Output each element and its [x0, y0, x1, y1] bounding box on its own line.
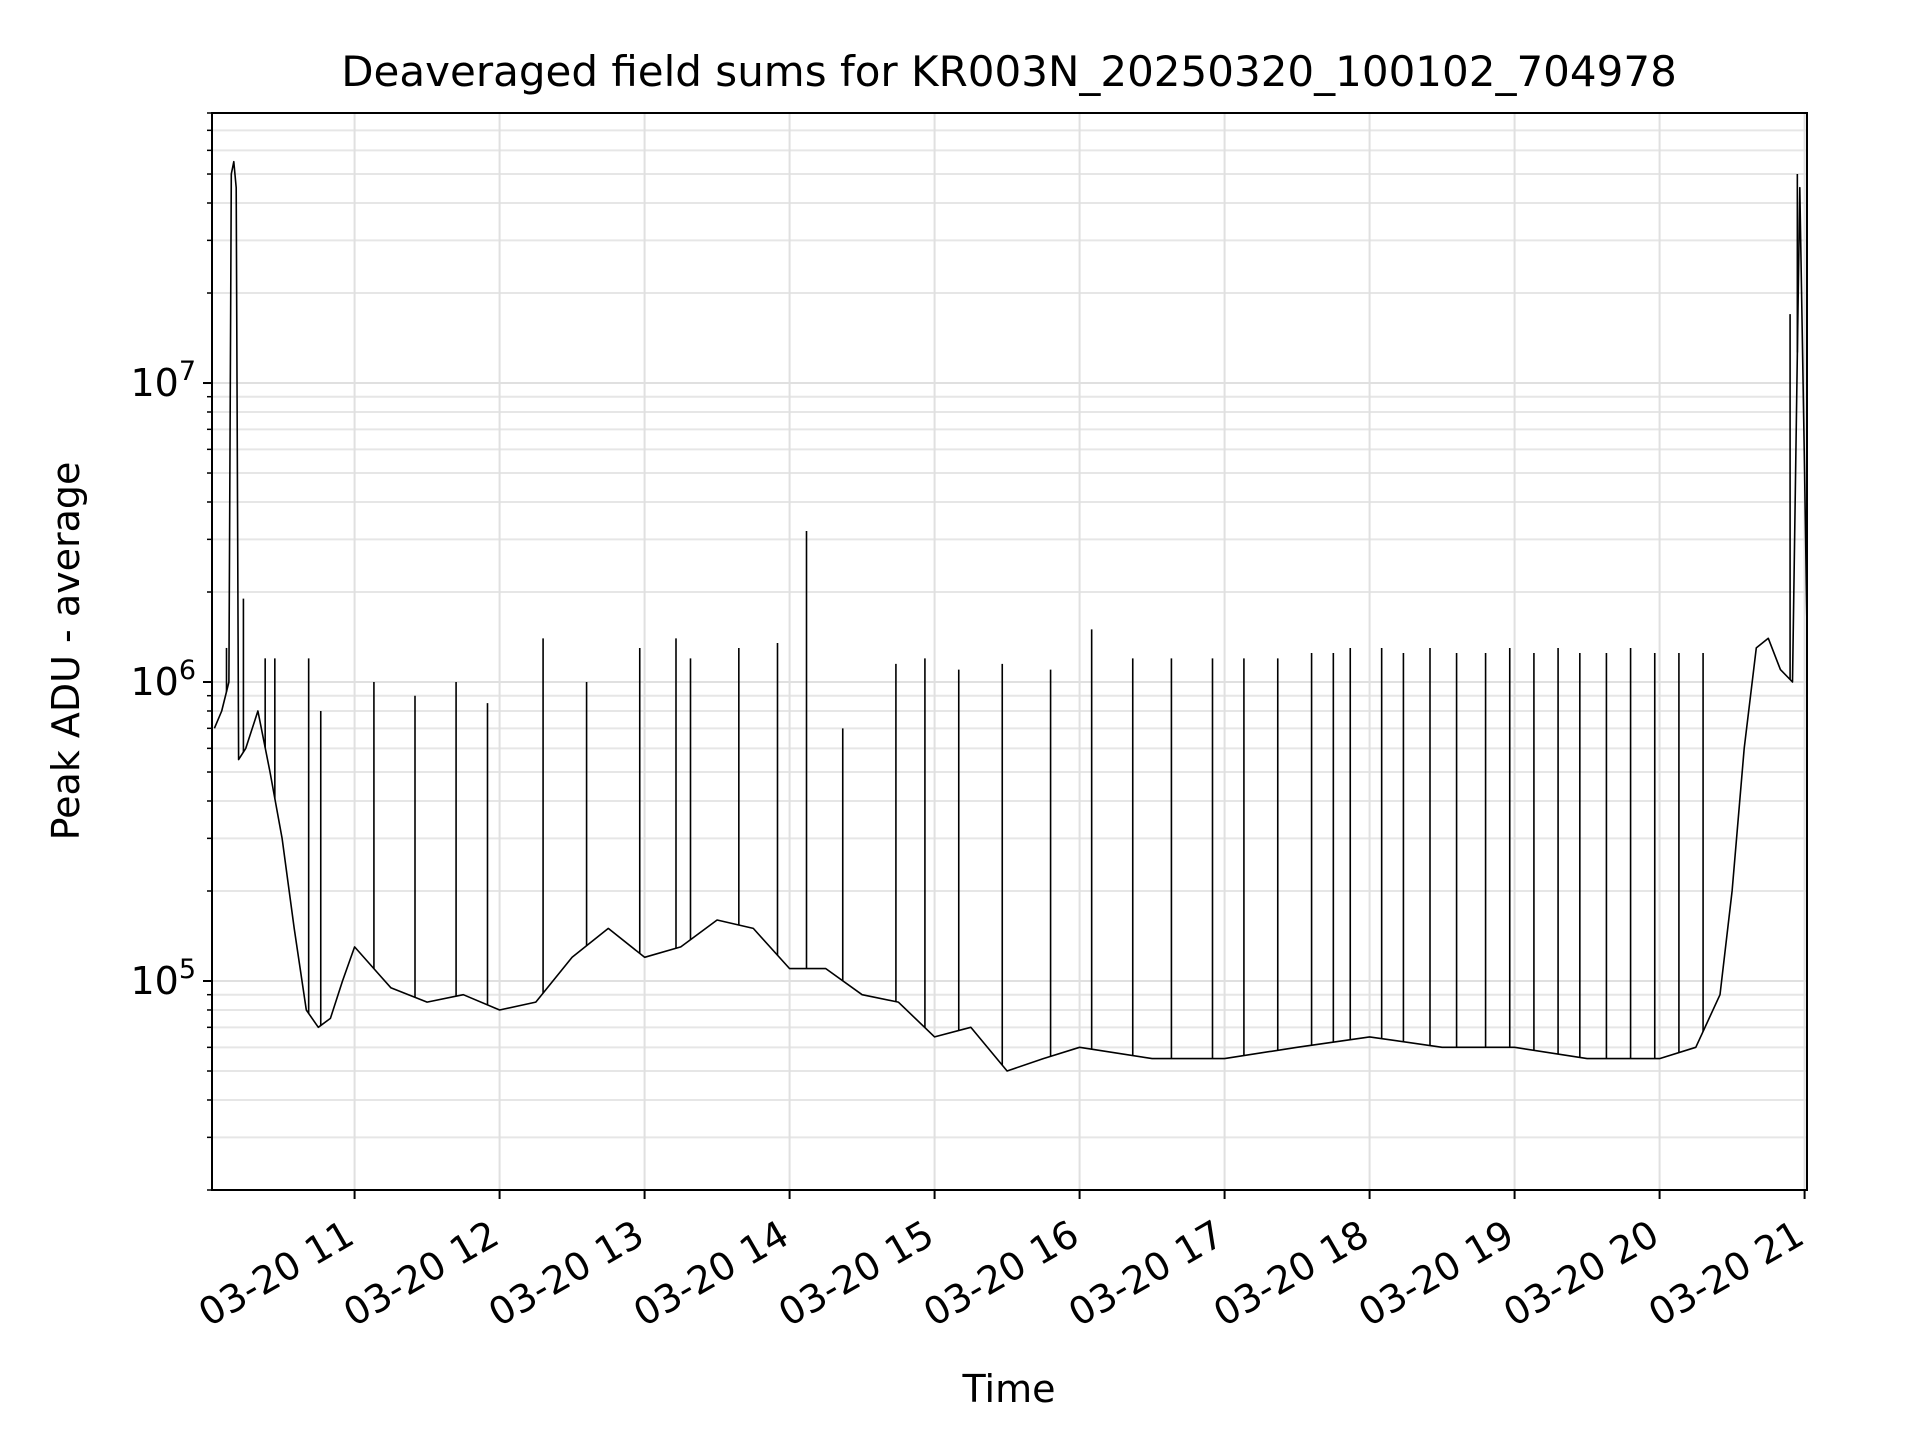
y-tick-label: 105: [130, 954, 196, 1003]
chart-title: Deaveraged field sums for KR003N_2025032…: [341, 47, 1677, 96]
y-tick-label: 107: [130, 356, 196, 405]
x-axis-label: Time: [962, 1367, 1056, 1411]
y-axis-label: Peak ADU - average: [44, 462, 88, 841]
series-line: [213, 160, 1808, 1072]
series-layer: [213, 160, 1808, 1072]
plot-frame: [211, 112, 1808, 1191]
y-tick-label: 106: [130, 655, 196, 704]
